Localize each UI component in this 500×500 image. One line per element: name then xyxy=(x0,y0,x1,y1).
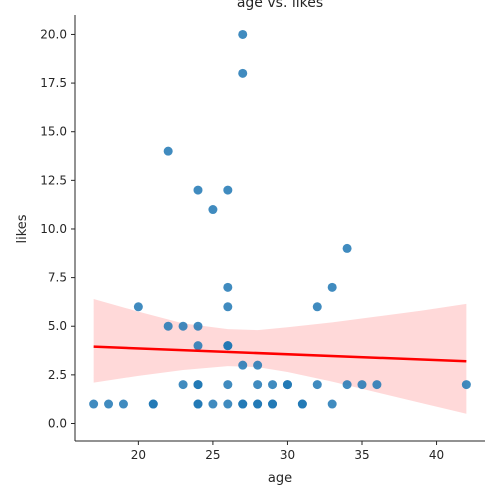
data-point xyxy=(461,380,471,390)
y-ticks: 0.0 2.5 5.0 7.5 10.0 12.5 15.0 17.5 20.0 xyxy=(40,27,75,430)
data-point xyxy=(253,360,263,370)
regression-line-layer xyxy=(93,345,467,363)
y-tick-label: 7.5 xyxy=(48,271,67,285)
data-point xyxy=(238,68,248,78)
data-point xyxy=(312,380,322,390)
data-point xyxy=(178,380,188,390)
data-point xyxy=(223,399,233,409)
data-point xyxy=(193,321,203,331)
data-point xyxy=(282,380,292,390)
data-point xyxy=(193,380,203,390)
data-point xyxy=(163,146,173,156)
data-point xyxy=(208,399,218,409)
data-point xyxy=(238,29,248,39)
y-tick-label: 5.0 xyxy=(48,319,67,333)
y-tick-label: 12.5 xyxy=(40,173,67,187)
data-point xyxy=(297,399,307,409)
data-point xyxy=(223,341,233,351)
chart-title: age vs. likes xyxy=(237,0,323,11)
data-point xyxy=(268,399,278,409)
data-point xyxy=(208,205,218,215)
data-point xyxy=(223,185,233,195)
data-point xyxy=(223,302,233,312)
y-tick-label: 20.0 xyxy=(40,27,67,41)
y-tick-label: 17.5 xyxy=(40,76,67,90)
data-point xyxy=(327,282,337,292)
y-tick-label: 0.0 xyxy=(48,416,67,430)
data-point xyxy=(193,399,203,409)
y-tick-label: 10.0 xyxy=(40,222,67,236)
data-point xyxy=(238,399,248,409)
x-tick-label: 20 xyxy=(131,448,146,462)
data-point xyxy=(133,302,143,312)
data-point xyxy=(223,282,233,292)
confidence-band xyxy=(93,299,467,414)
points-layer xyxy=(89,29,471,409)
axes-layer xyxy=(74,15,485,442)
y-axis-label: likes xyxy=(15,214,30,243)
data-point xyxy=(342,243,352,253)
data-point xyxy=(163,321,173,331)
x-axis-label: age xyxy=(268,471,292,486)
y-tick-label: 15.0 xyxy=(40,125,67,139)
data-point xyxy=(312,302,322,312)
data-point xyxy=(104,399,114,409)
data-point xyxy=(268,380,278,390)
data-point xyxy=(342,380,352,390)
data-point xyxy=(372,380,382,390)
regression-line xyxy=(93,345,467,363)
confidence-band-layer xyxy=(93,299,467,414)
data-point xyxy=(89,399,99,409)
data-point xyxy=(238,360,248,370)
data-point xyxy=(357,380,367,390)
data-point xyxy=(327,399,337,409)
x-tick-label: 25 xyxy=(205,448,220,462)
data-point xyxy=(223,380,233,390)
data-point xyxy=(118,399,128,409)
x-tick-label: 40 xyxy=(429,448,444,462)
data-point xyxy=(193,341,203,351)
y-tick-label: 2.5 xyxy=(48,368,67,382)
data-point xyxy=(193,185,203,195)
x-tick-label: 30 xyxy=(280,448,295,462)
data-point xyxy=(253,399,263,409)
x-ticks: 20 25 30 35 40 xyxy=(131,441,444,462)
x-tick-label: 35 xyxy=(354,448,369,462)
data-point xyxy=(178,321,188,331)
data-point xyxy=(253,380,263,390)
data-point xyxy=(148,399,158,409)
